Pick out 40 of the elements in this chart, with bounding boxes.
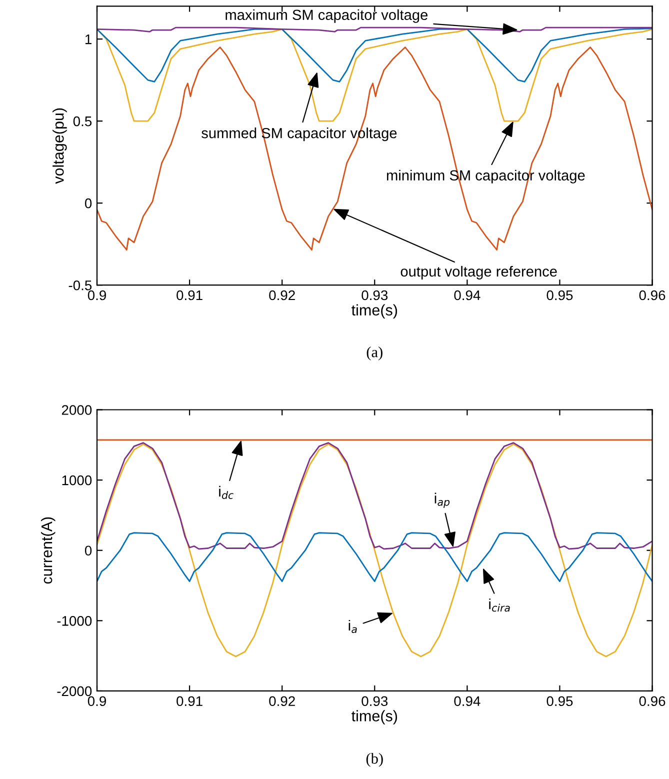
y-tick-label: 1000 [62, 475, 92, 486]
text: (a) [366, 346, 382, 360]
y-axis-title: voltage(pu) [52, 108, 67, 184]
x-tick-label: 0.92 [269, 696, 295, 706]
y-axis-title: current(A) [40, 517, 56, 584]
line-series [97, 444, 652, 658]
y-tick-label: -1000 [57, 616, 92, 626]
line-series [97, 532, 652, 582]
x-tick-label: 0.93 [362, 290, 388, 300]
x-tick-label: 0.91 [176, 696, 202, 706]
x-tick-label: 0.9 [88, 290, 106, 300]
line-series [97, 442, 652, 550]
x-tick-label: 0.96 [639, 290, 666, 300]
line-series [97, 28, 652, 82]
x-tick-label: 0.94 [454, 696, 480, 706]
x-tick-label: 0.94 [454, 290, 480, 300]
line-series [97, 46, 652, 251]
x-axis-title: time(s) [352, 710, 398, 724]
y-tick-label: 2000 [62, 405, 92, 415]
x-axis-title: time(s) [352, 304, 398, 319]
annotation: maximum SM capacitor voltage [226, 9, 428, 23]
x-tick-label: 0.91 [176, 290, 202, 300]
annotation: i$_{cira}$ [489, 598, 510, 612]
annotation: output voltage reference [400, 266, 557, 280]
annotation: i$_{ap}$ [434, 492, 450, 508]
x-tick-label: 0.93 [362, 696, 388, 706]
y-tick-label: 0 [84, 198, 92, 208]
y-tick-label: 0 [84, 546, 92, 556]
y-tick-label: -0.5 [68, 280, 92, 290]
x-tick-label: 0.92 [269, 290, 295, 300]
y-tick-label: 1 [85, 34, 92, 44]
x-tick-label: 0.9 [88, 696, 106, 706]
y-tick-label: -2000 [57, 686, 92, 696]
annotation: i$_{dc}$ [219, 486, 234, 499]
y-tick-label: 0.5 [73, 116, 92, 126]
text: (b) [366, 752, 383, 767]
annotation: i$_{a}$ [348, 620, 357, 634]
x-tick-label: 0.96 [639, 696, 666, 706]
x-tick-label: 0.95 [546, 290, 573, 300]
x-tick-label: 0.95 [546, 696, 573, 706]
